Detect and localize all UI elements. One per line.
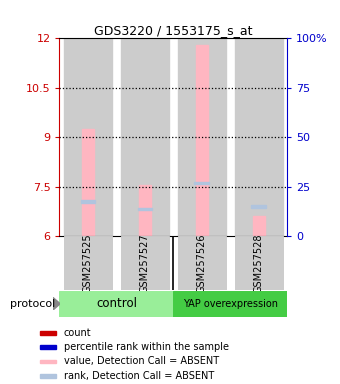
Text: GSM257527: GSM257527 (140, 233, 150, 293)
Bar (121, 38, 169, 236)
Bar (64, 38, 112, 236)
Text: protocol: protocol (10, 299, 55, 309)
Bar (194, 182, 209, 184)
Bar (178, 38, 226, 236)
Text: value, Detection Call = ABSENT: value, Detection Call = ABSENT (64, 356, 219, 366)
Text: control: control (96, 297, 137, 310)
Bar (196, 45, 207, 236)
Text: GSM257525: GSM257525 (83, 233, 93, 293)
Text: GSM257526: GSM257526 (197, 233, 207, 293)
Title: GDS3220 / 1553175_s_at: GDS3220 / 1553175_s_at (94, 24, 253, 37)
Text: count: count (64, 328, 91, 338)
Bar (137, 208, 152, 210)
Bar (40, 331, 56, 334)
Polygon shape (53, 297, 60, 310)
Bar (173, 291, 287, 317)
Text: GSM257528: GSM257528 (254, 233, 264, 293)
Bar (235, 38, 283, 236)
Bar (253, 217, 265, 236)
Bar (40, 359, 56, 363)
Bar (40, 345, 56, 349)
Bar (81, 200, 96, 203)
Text: rank, Detection Call = ABSENT: rank, Detection Call = ABSENT (64, 371, 214, 381)
Bar (235, 236, 283, 290)
Bar (251, 205, 266, 208)
Text: percentile rank within the sample: percentile rank within the sample (64, 342, 229, 352)
Bar (59, 291, 173, 317)
Bar (121, 236, 169, 290)
Bar (178, 236, 226, 290)
Text: YAP overexpression: YAP overexpression (183, 299, 278, 309)
Bar (64, 236, 112, 290)
Bar (40, 374, 56, 377)
Bar (139, 185, 151, 236)
Bar (82, 129, 94, 236)
